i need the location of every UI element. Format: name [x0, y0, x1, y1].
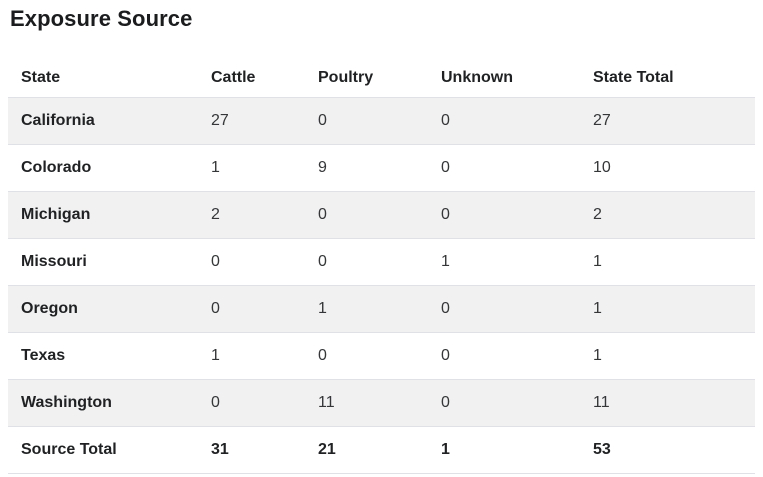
exposure-source-table: State Cattle Poultry Unknown State Total…: [8, 58, 755, 474]
state-total-cell: 10: [593, 159, 611, 177]
table-row-michigan: Michigan 2 0 0 2: [8, 191, 755, 239]
table-row-oregon: Oregon 0 1 0 1: [8, 285, 755, 333]
cattle-cell: 27: [211, 112, 229, 130]
column-header-state: State: [21, 69, 61, 87]
column-header-cattle: Cattle: [211, 69, 256, 87]
cattle-cell: 2: [211, 206, 220, 224]
unknown-cell: 0: [441, 159, 450, 177]
state-total-cell: 1: [593, 253, 602, 271]
column-header-poultry: Poultry: [318, 69, 374, 87]
state-cell: California: [21, 112, 95, 130]
page-title: Exposure Source: [10, 6, 193, 31]
unknown-cell: 0: [441, 112, 450, 130]
grand-total-cell: 53: [593, 441, 611, 459]
poultry-cell: 0: [318, 253, 327, 271]
poultry-cell: 11: [318, 394, 335, 412]
table-row-washington: Washington 0 11 0 11: [8, 379, 755, 427]
unknown-cell: 1: [441, 253, 450, 271]
poultry-total-cell: 21: [318, 441, 336, 459]
state-cell: Oregon: [21, 300, 78, 318]
state-total-cell: 11: [593, 394, 610, 412]
poultry-cell: 0: [318, 347, 327, 365]
state-cell: Washington: [21, 394, 112, 412]
cattle-cell: 0: [211, 394, 220, 412]
state-total-cell: 1: [593, 347, 602, 365]
poultry-cell: 0: [318, 206, 327, 224]
state-cell: Texas: [21, 347, 66, 365]
poultry-cell: 9: [318, 159, 327, 177]
unknown-cell: 0: [441, 394, 450, 412]
table-row-california: California 27 0 0 27: [8, 97, 755, 145]
state-cell: Michigan: [21, 206, 91, 224]
unknown-total-cell: 1: [441, 441, 450, 459]
table-row-colorado: Colorado 1 9 0 10: [8, 144, 755, 192]
cattle-cell: 0: [211, 253, 220, 271]
table-row-missouri: Missouri 0 0 1 1: [8, 238, 755, 286]
state-total-cell: 1: [593, 300, 602, 318]
column-header-state-total: State Total: [593, 69, 674, 87]
cattle-total-cell: 31: [211, 441, 229, 459]
source-total-label: Source Total: [21, 441, 117, 459]
state-cell: Colorado: [21, 159, 92, 177]
state-total-cell: 27: [593, 112, 611, 130]
state-cell: Missouri: [21, 253, 87, 271]
table-header-row: State Cattle Poultry Unknown State Total: [8, 58, 755, 98]
source-total-row: Source Total 31 21 1 53: [8, 426, 755, 474]
unknown-cell: 0: [441, 300, 450, 318]
poultry-cell: 0: [318, 112, 327, 130]
table-row-texas: Texas 1 0 0 1: [8, 332, 755, 380]
cattle-cell: 1: [211, 159, 220, 177]
unknown-cell: 0: [441, 206, 450, 224]
column-header-unknown: Unknown: [441, 69, 513, 87]
unknown-cell: 0: [441, 347, 450, 365]
poultry-cell: 1: [318, 300, 327, 318]
cattle-cell: 0: [211, 300, 220, 318]
state-total-cell: 2: [593, 206, 602, 224]
cattle-cell: 1: [211, 347, 220, 365]
